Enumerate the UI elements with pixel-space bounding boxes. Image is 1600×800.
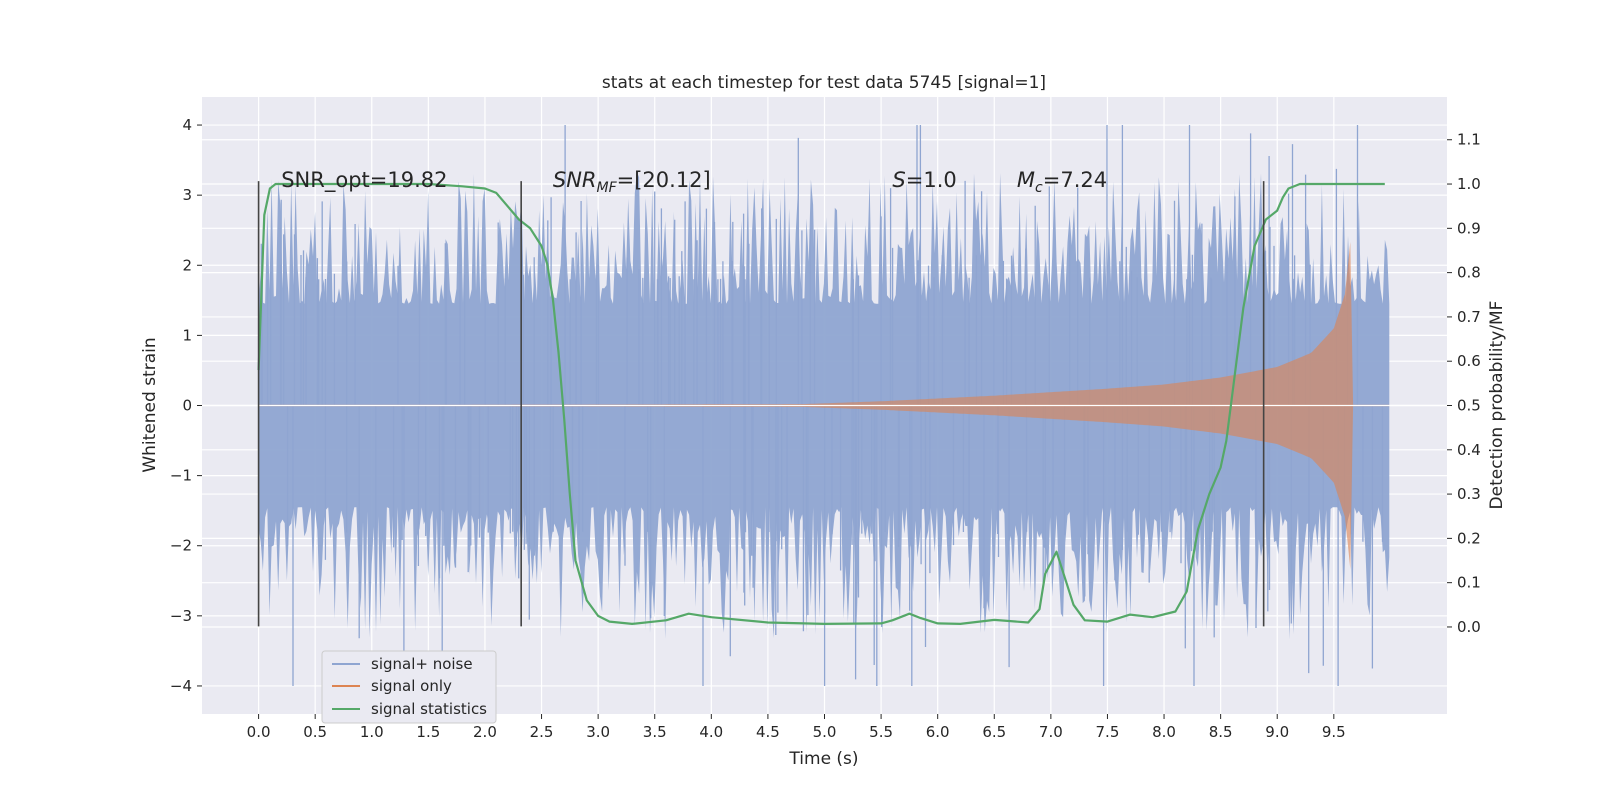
series bbox=[202, 125, 1447, 686]
x-tick-label: 4.0 bbox=[699, 723, 723, 741]
x-tick-label: 3.5 bbox=[643, 723, 667, 741]
y-left-tick-label: 2 bbox=[182, 256, 192, 274]
x-tick-label: 6.0 bbox=[926, 723, 950, 741]
x-tick-label: 8.5 bbox=[1209, 723, 1233, 741]
y-left-tick-label: −4 bbox=[170, 677, 192, 695]
y-right-tick-label: 1.1 bbox=[1457, 131, 1481, 149]
x-tick-label: 3.0 bbox=[586, 723, 610, 741]
y-right-tick-label: 0.0 bbox=[1457, 618, 1481, 636]
y-right-tick-label: 0.2 bbox=[1457, 529, 1481, 547]
x-tick-label: 5.0 bbox=[813, 723, 837, 741]
x-tick-label: 5.5 bbox=[869, 723, 893, 741]
y-right-tick-label: 0.9 bbox=[1457, 219, 1481, 237]
y-left-tick-label: −3 bbox=[170, 607, 192, 625]
vertical-markers bbox=[257, 181, 1265, 627]
y-left-tick-label: 3 bbox=[182, 186, 192, 204]
y-right-axis-title: Detection probability/MF bbox=[1487, 301, 1507, 510]
x-tick-label: 9.0 bbox=[1265, 723, 1289, 741]
series-signal-statistics bbox=[257, 182, 1385, 626]
y-right-tick-label: 0.6 bbox=[1457, 352, 1481, 370]
y-right-tick-label: 1.0 bbox=[1457, 175, 1481, 193]
annotation-mc-value: Mc=7.24 bbox=[1017, 168, 1107, 196]
y-right-tick-label: 0.3 bbox=[1457, 485, 1481, 503]
legend: signal+ noise signal only signal statist… bbox=[321, 650, 497, 724]
x-tick-label: 7.5 bbox=[1096, 723, 1120, 741]
y-right-ticks: 1.1 1.0 0.9 0.8 0.7 0.6 0.5 0.4 0.3 0.2 0.1 0.0 bbox=[1447, 131, 1481, 636]
y-right-tick-label: 0.4 bbox=[1457, 441, 1481, 459]
y-left-tick-label: −2 bbox=[170, 537, 192, 555]
x-axis-title: Time (s) bbox=[788, 749, 858, 769]
y-left-tick-label: 4 bbox=[182, 116, 192, 134]
legend-box bbox=[321, 650, 497, 724]
x-tick-label: 4.5 bbox=[756, 723, 780, 741]
y-right-tick-label: 0.7 bbox=[1457, 308, 1481, 326]
y-left-ticks: 4 3 2 1 0 −1 −2 −3 −4 bbox=[170, 116, 202, 695]
y-left-tick-label: 0 bbox=[182, 397, 192, 415]
x-tick-label: 7.0 bbox=[1039, 723, 1063, 741]
annotations: SNR_opt=19.82 SNRMF=[20.12] S=1.0 Mc=7.24 bbox=[281, 168, 1107, 196]
y-right-tick-label: 0.1 bbox=[1457, 574, 1481, 592]
annotation-snr-mf: SNRMF=[20.12] bbox=[553, 168, 711, 196]
x-tick-label: 1.0 bbox=[360, 723, 384, 741]
annotation-snr-opt: SNR_opt=19.82 bbox=[281, 168, 447, 193]
x-tick-label: 0.0 bbox=[247, 723, 271, 741]
x-tick-label: 6.5 bbox=[982, 723, 1006, 741]
series-signal-noise-spikes bbox=[260, 125, 1384, 686]
annotation-s-value: S=1.0 bbox=[892, 168, 956, 192]
x-tick-label: 9.5 bbox=[1322, 723, 1346, 741]
x-tick-label: 2.5 bbox=[530, 723, 554, 741]
x-tick-label: 0.5 bbox=[303, 723, 327, 741]
legend-label-signal-only: signal only bbox=[371, 677, 452, 695]
y-right-tick-label: 0.5 bbox=[1457, 397, 1481, 415]
legend-label-signal-statistics: signal statistics bbox=[371, 700, 487, 718]
y-left-tick-label: −1 bbox=[170, 467, 192, 485]
y-left-axis-title: Whitened strain bbox=[140, 337, 160, 472]
chart-title: stats at each timestep for test data 574… bbox=[602, 73, 1046, 93]
x-tick-label: 1.5 bbox=[416, 723, 440, 741]
x-tick-label: 8.0 bbox=[1152, 723, 1176, 741]
y-left-tick-label: 1 bbox=[182, 326, 192, 344]
x-tick-label: 2.0 bbox=[473, 723, 497, 741]
y-right-tick-label: 0.8 bbox=[1457, 264, 1481, 282]
x-ticks: 0.0 0.5 1.0 1.5 2.0 2.5 3.0 3.5 4.0 4.5 5.0 5.5 6.0 6… bbox=[247, 714, 1346, 741]
legend-label-signal-noise: signal+ noise bbox=[371, 655, 473, 673]
